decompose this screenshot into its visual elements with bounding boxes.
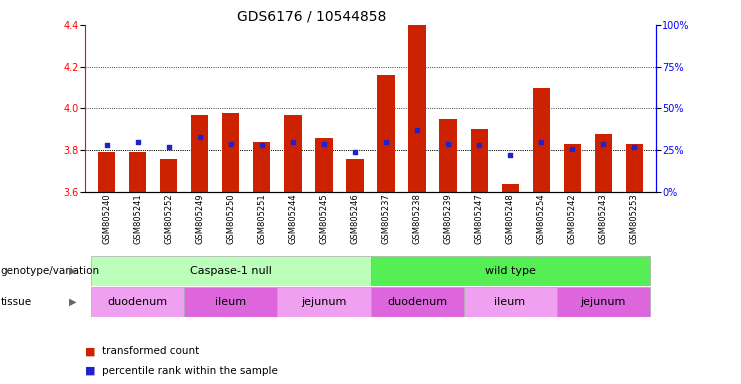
Bar (464, 287, 556, 317)
Text: ileum: ileum (494, 297, 525, 307)
Bar (556, 287, 650, 317)
Bar (439, 119, 456, 192)
Text: ▶: ▶ (69, 297, 76, 307)
Bar (277, 287, 370, 317)
Bar (316, 138, 333, 192)
Point (101, 142, 113, 148)
Bar (347, 159, 364, 192)
Bar (377, 75, 394, 192)
Bar (99, 152, 116, 192)
Point (597, 141, 609, 147)
Point (566, 146, 578, 152)
Point (318, 141, 330, 147)
Text: genotype/variation: genotype/variation (1, 266, 100, 276)
Point (628, 144, 640, 150)
Text: GDS6176 / 10544858: GDS6176 / 10544858 (236, 10, 386, 23)
Bar (564, 144, 581, 192)
Text: Caspase-1 null: Caspase-1 null (190, 266, 272, 276)
Bar (130, 152, 147, 192)
Point (256, 142, 268, 148)
Bar (191, 115, 208, 192)
Point (225, 141, 237, 147)
Point (535, 139, 547, 145)
Bar (91, 256, 370, 286)
Text: tissue: tissue (1, 297, 32, 307)
Text: jejunum: jejunum (302, 297, 347, 307)
Bar (222, 113, 239, 192)
Point (442, 141, 454, 147)
Text: jejunum: jejunum (580, 297, 625, 307)
Text: percentile rank within the sample: percentile rank within the sample (102, 366, 277, 376)
Point (132, 139, 144, 145)
Bar (253, 142, 270, 192)
Text: transformed count: transformed count (102, 346, 199, 356)
Point (349, 149, 361, 155)
Text: ▶: ▶ (69, 266, 76, 276)
Bar (471, 129, 488, 192)
Bar (160, 159, 177, 192)
Point (473, 142, 485, 148)
Text: duodenum: duodenum (108, 297, 168, 307)
Bar (185, 287, 277, 317)
Bar (625, 144, 642, 192)
Point (194, 134, 206, 140)
Point (411, 127, 423, 133)
Bar (533, 88, 550, 192)
Text: duodenum: duodenum (387, 297, 447, 307)
Point (163, 144, 175, 150)
Bar (594, 134, 611, 192)
Bar (408, 25, 425, 192)
Point (504, 152, 516, 158)
Point (380, 139, 392, 145)
Text: ■: ■ (85, 346, 96, 356)
Text: ileum: ileum (216, 297, 247, 307)
Bar (370, 256, 650, 286)
Point (287, 139, 299, 145)
Text: ■: ■ (85, 366, 96, 376)
Bar (370, 287, 464, 317)
Text: wild type: wild type (485, 266, 536, 276)
Bar (91, 287, 185, 317)
Bar (502, 184, 519, 192)
Bar (285, 115, 302, 192)
